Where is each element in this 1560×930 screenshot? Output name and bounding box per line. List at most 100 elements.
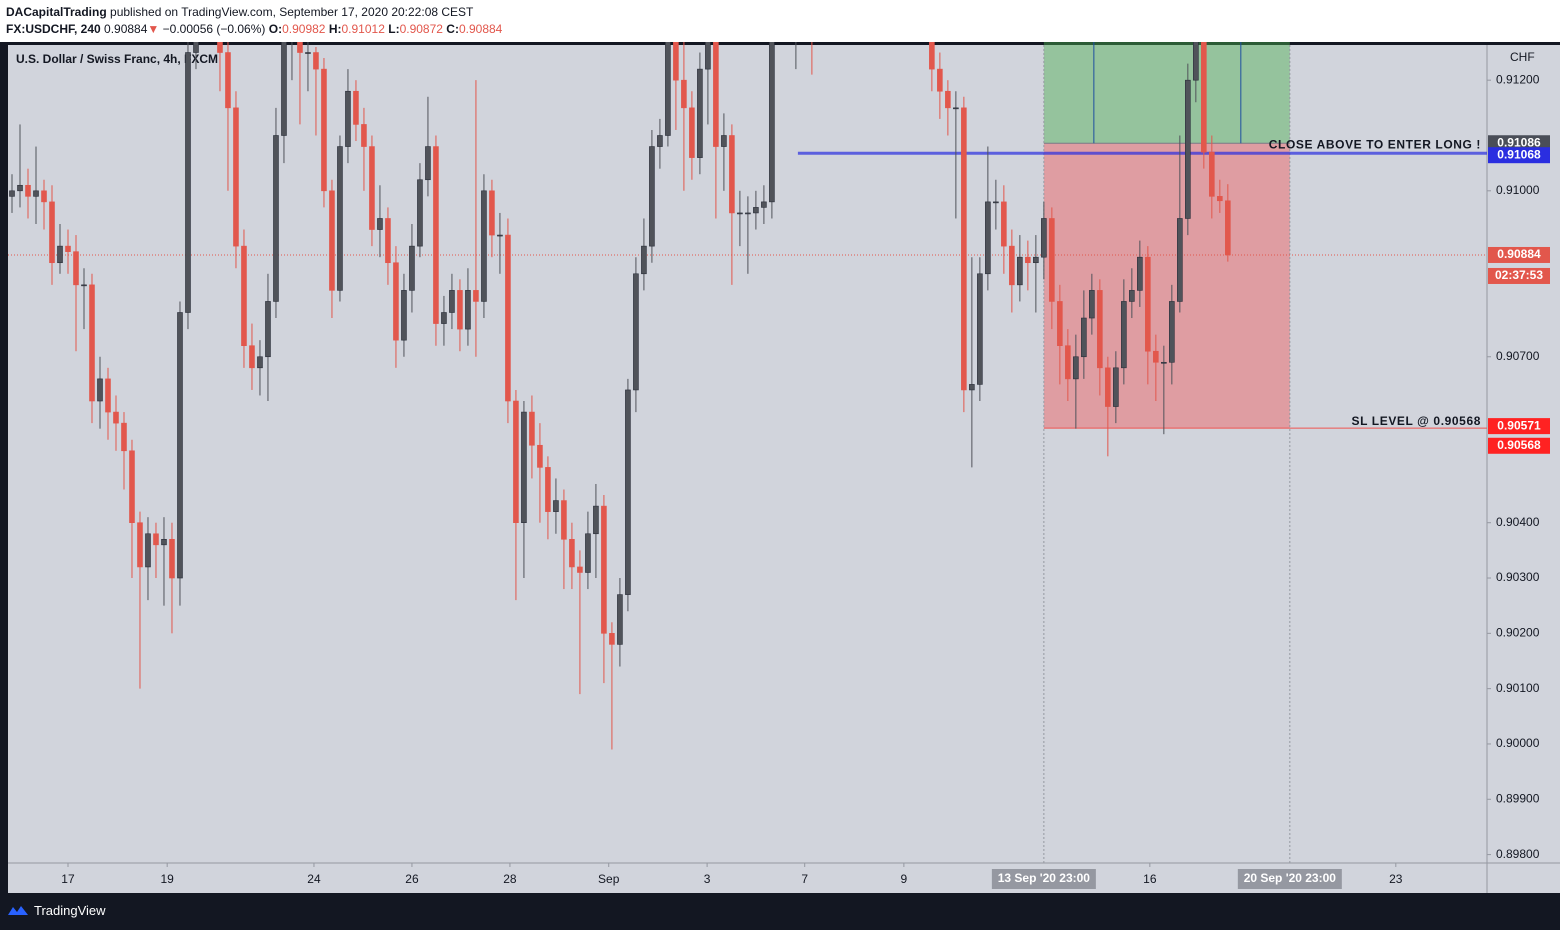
candle-body — [969, 384, 975, 391]
candle-body — [49, 201, 55, 264]
x-tick-label: 17 — [61, 872, 75, 886]
date-badge: 13 Sep '20 23:00 — [998, 871, 1091, 885]
date-badge: 20 Sep '20 23:00 — [1244, 871, 1337, 885]
entry-tag: 0.91086 — [1497, 135, 1541, 149]
candle-body — [1193, 42, 1199, 81]
x-tick-label: Sep — [598, 872, 620, 886]
candle-body — [929, 42, 935, 70]
candle-body — [65, 245, 71, 252]
plot-bg — [8, 45, 1487, 863]
candle-body — [1185, 79, 1191, 219]
price-axis-bg — [1487, 45, 1560, 863]
candle-body — [993, 201, 999, 204]
candle-body — [761, 201, 767, 208]
candle-body — [1057, 301, 1063, 346]
candle-body — [681, 79, 687, 109]
o: 0.90982 — [282, 22, 326, 36]
candle-body — [265, 301, 271, 358]
stop-zone — [1043, 143, 1290, 429]
candle-body — [233, 107, 239, 247]
y-tick-label: 0.89900 — [1496, 791, 1540, 805]
candle-body — [697, 68, 703, 158]
candle-body — [281, 42, 287, 136]
candle-body — [433, 146, 439, 324]
y-tick-label: 0.91200 — [1496, 72, 1540, 86]
last: 0.90884 — [104, 22, 148, 36]
y-tick-label: 0.90400 — [1496, 515, 1540, 529]
countdown: 02:37:53 — [1495, 268, 1543, 282]
candle-body — [625, 389, 631, 595]
candle-body — [617, 594, 623, 645]
candle-body — [313, 52, 319, 70]
candle-body — [753, 207, 759, 214]
candle-body — [1137, 256, 1143, 291]
x-tick-label: 9 — [901, 872, 908, 886]
y-tick-label: 0.90200 — [1496, 626, 1540, 640]
candle-body — [337, 146, 343, 291]
candle-body — [1113, 367, 1119, 407]
annotation-tag: 0.90568 — [1497, 438, 1541, 452]
c: 0.90884 — [458, 22, 503, 36]
candle-body — [417, 179, 423, 247]
candle-body — [1073, 356, 1079, 380]
candle-body — [217, 42, 223, 53]
candle-body — [1001, 201, 1007, 247]
candle-body — [561, 500, 567, 540]
logo — [8, 906, 28, 915]
candle-body — [129, 450, 135, 524]
candle-body — [985, 201, 991, 275]
candle-body — [81, 284, 87, 287]
c-label: C: — [446, 22, 459, 36]
candle-body — [137, 522, 143, 568]
candle-body — [153, 533, 159, 546]
symbol: FX:USDCHF, 240 — [6, 22, 101, 36]
candle-body — [161, 538, 167, 546]
candle-body — [257, 356, 263, 369]
candle-body — [545, 467, 551, 512]
target-zone — [1043, 42, 1290, 144]
y-tick-label: 0.90700 — [1496, 349, 1540, 363]
annotation: CLOSE ABOVE TO ENTER LONG ! — [1269, 137, 1481, 151]
candle-body — [473, 290, 479, 302]
l-label: L: — [388, 22, 400, 36]
x-tick-label: 23 — [1389, 872, 1403, 886]
o-label: O: — [268, 22, 283, 36]
candle-body — [1217, 196, 1223, 202]
candle-body — [1169, 301, 1175, 363]
candle-body — [449, 290, 455, 313]
candle-body — [425, 146, 431, 181]
line-tag-bg — [1488, 147, 1550, 164]
date-badge-bg — [991, 869, 1096, 889]
candle-body — [1121, 301, 1127, 369]
candle-body — [953, 107, 959, 110]
x-tick-label: 7 — [801, 872, 808, 886]
candle-body — [1201, 42, 1207, 153]
candle-body — [1049, 218, 1055, 302]
candle-body — [225, 52, 231, 109]
candle-body — [657, 135, 663, 147]
candle-body — [769, 42, 775, 203]
candle-body — [609, 633, 615, 645]
candle-body — [97, 378, 103, 402]
candle-body — [961, 107, 967, 391]
candle-body — [441, 312, 447, 324]
candle-body — [401, 290, 407, 341]
arrow: ▼ — [147, 22, 160, 36]
candle-body — [721, 135, 727, 147]
candle-body — [105, 378, 111, 413]
candle-body — [329, 190, 335, 291]
candle-body — [521, 411, 527, 524]
candle-body — [73, 251, 79, 286]
candle-body — [25, 184, 31, 197]
candle-body — [321, 68, 327, 192]
y-tick-label: 0.89800 — [1496, 847, 1540, 861]
countdown-bg — [1488, 267, 1550, 284]
candle-body — [553, 500, 559, 512]
candle-body — [1161, 361, 1167, 364]
candle-body — [1017, 256, 1023, 286]
candle-body — [713, 42, 719, 147]
candle-body — [937, 68, 943, 92]
candle-body — [513, 400, 519, 524]
candle-body — [1033, 256, 1039, 264]
candle-body — [377, 218, 383, 230]
